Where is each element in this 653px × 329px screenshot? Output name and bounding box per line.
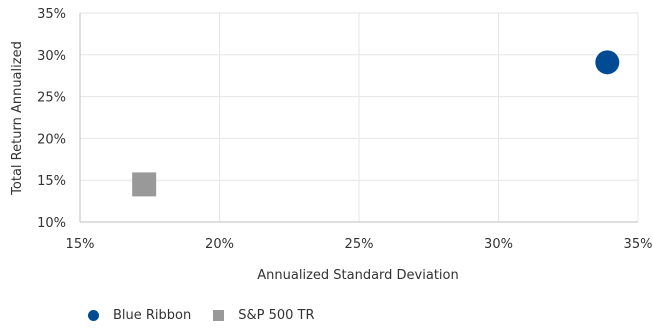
y-tick-label: 25% <box>37 91 66 106</box>
legend-circle-marker <box>88 309 99 321</box>
y-axis-title: Total Return Annualized <box>10 41 25 196</box>
axes <box>79 13 638 223</box>
y-tick-label: 15% <box>37 174 66 189</box>
y-tick-label: 10% <box>37 216 66 231</box>
legend-item-blue-ribbon: Blue Ribbon <box>88 308 191 323</box>
y-tick-label: 35% <box>37 7 66 22</box>
x-axis-title: Annualized Standard Deviation <box>257 268 458 283</box>
x-tick-label: 35% <box>624 237 653 252</box>
data-point-square <box>132 172 157 197</box>
legend-label: Blue Ribbon <box>113 307 192 323</box>
legend: Blue Ribbon S&P 500 TR <box>88 306 337 324</box>
x-tick-label: 30% <box>484 237 513 252</box>
grid <box>80 12 639 222</box>
x-tick-label: 25% <box>345 237 374 252</box>
data-point-circle <box>595 50 620 75</box>
legend-square-marker <box>213 309 225 321</box>
x-tick-label: 20% <box>205 237 234 252</box>
y-tick-label: 20% <box>37 132 66 147</box>
legend-item-sp500: S&P 500 TR <box>213 307 315 323</box>
data-points <box>132 50 620 197</box>
y-tick-label: 30% <box>37 49 66 64</box>
tick-labels: 10%15%20%25%30%35%15% 20% 25% 30% 35% <box>37 7 652 252</box>
legend-label: S&P 500 TR <box>238 307 315 323</box>
x-tick-label: 15% <box>66 237 95 252</box>
